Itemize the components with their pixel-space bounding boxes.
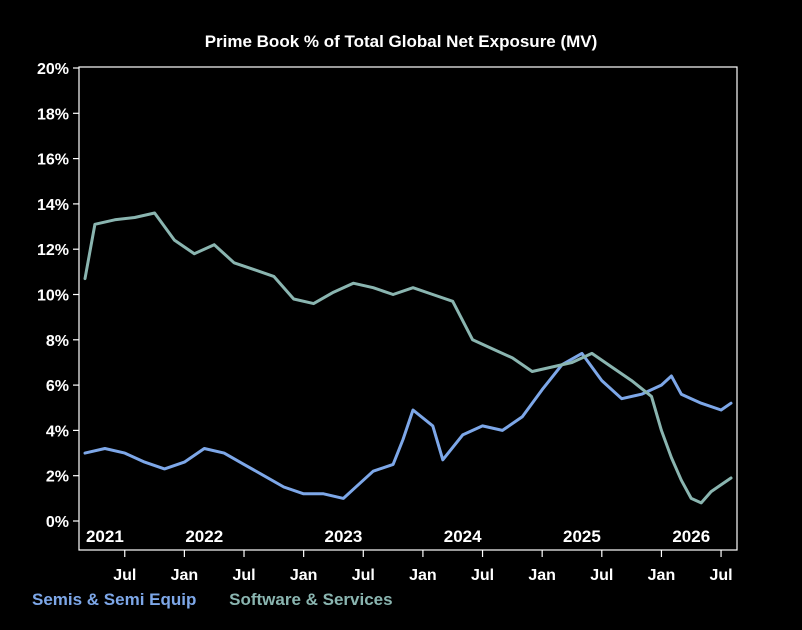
- x-tick-label: Jul: [590, 567, 613, 584]
- series-line-software: [83, 211, 733, 505]
- y-tick-label: 10%: [37, 288, 69, 305]
- x-tick-label: Jul: [113, 567, 136, 584]
- x-tick-label: Jan: [171, 567, 199, 584]
- series-line-semis: [83, 351, 733, 500]
- y-tick-label: 14%: [37, 197, 69, 214]
- x-tick-label: Jul: [471, 567, 494, 584]
- x-tick-label: Jul: [352, 567, 375, 584]
- x-tick-label: Jan: [648, 567, 676, 584]
- x-axis: Jul Jan Jul Jan Jul Jan Jul Jan Jul Jan Jul 2021 202…: [86, 527, 733, 584]
- x-year-label: 2024: [444, 527, 482, 546]
- x-tick-label: Jan: [409, 567, 437, 584]
- y-tick-label: 20%: [37, 61, 69, 78]
- legend-item-software: Software & Services: [229, 590, 393, 609]
- y-tick-label: 16%: [37, 152, 69, 169]
- x-year-label: 2026: [672, 527, 710, 546]
- y-tick-label: 4%: [46, 423, 69, 440]
- y-tick-label: 6%: [46, 378, 69, 395]
- x-tick-label: Jul: [709, 567, 732, 584]
- series-layer: [83, 211, 733, 505]
- legend: Semis & Semi Equip Software & Services: [32, 590, 421, 610]
- y-axis: 0% 2% 4% 6% 8% 10% 12% 14% 16% 18% 20%: [37, 61, 79, 531]
- legend-item-semis: Semis & Semi Equip: [32, 590, 197, 609]
- y-tick-label: 12%: [37, 242, 69, 259]
- x-year-label: 2023: [324, 527, 362, 546]
- x-year-label: 2022: [185, 527, 223, 546]
- x-year-label: 2021: [86, 527, 124, 546]
- plot-area-frame: [78, 66, 738, 551]
- y-tick-label: 8%: [46, 333, 69, 350]
- x-year-label: 2025: [563, 527, 601, 546]
- x-tick-label: Jan: [528, 567, 556, 584]
- chart-title: Prime Book % of Total Global Net Exposur…: [205, 32, 598, 51]
- y-tick-label: 18%: [37, 106, 69, 123]
- x-tick-label: Jan: [290, 567, 318, 584]
- x-tick-label: Jul: [232, 567, 255, 584]
- y-tick-label: 2%: [46, 469, 69, 486]
- y-tick-label: 0%: [46, 514, 69, 531]
